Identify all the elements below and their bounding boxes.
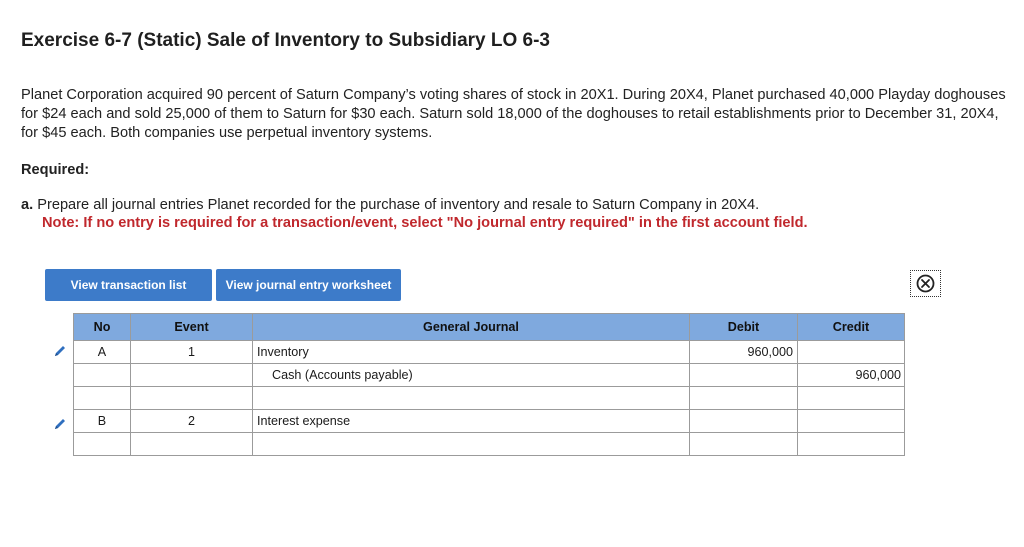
row-event: 2 <box>130 409 253 433</box>
page-title: Exercise 6-7 (Static) Sale of Inventory … <box>21 30 551 51</box>
row-no <box>73 386 131 410</box>
required-label: Required: <box>21 162 90 178</box>
header-no: No <box>73 313 131 341</box>
row-credit[interactable]: 960,000 <box>797 363 905 387</box>
row-account[interactable]: Inventory <box>252 340 690 364</box>
table-row: A 1 Inventory 960,000 <box>73 340 905 364</box>
part-a-instruction: a. Prepare all journal entries Planet re… <box>21 196 1006 215</box>
row-event <box>130 386 253 410</box>
table-row: B 2 Interest expense <box>73 409 905 433</box>
table-row <box>73 432 905 456</box>
row-event <box>130 432 253 456</box>
row-account[interactable] <box>252 386 690 410</box>
row-no: A <box>73 340 131 364</box>
table-row: Cash (Accounts payable) 960,000 <box>73 363 905 387</box>
row-account[interactable]: Cash (Accounts payable) <box>252 363 690 387</box>
problem-text: Planet Corporation acquired 90 percent o… <box>21 87 1006 141</box>
row-debit[interactable]: 960,000 <box>689 340 798 364</box>
row-no: B <box>73 409 131 433</box>
row-event <box>130 363 253 387</box>
view-transaction-list-button[interactable]: View transaction list <box>45 269 212 301</box>
row-debit[interactable] <box>689 363 798 387</box>
part-a-letter: a. <box>21 197 34 213</box>
table-row <box>73 386 905 410</box>
pencil-icon[interactable] <box>53 417 67 431</box>
row-credit[interactable] <box>797 386 905 410</box>
header-general-journal: General Journal <box>252 313 690 341</box>
part-a-note: Note: If no entry is required for a tran… <box>42 215 808 231</box>
header-debit: Debit <box>689 313 798 341</box>
general-journal-table: No Event General Journal Debit Credit A … <box>73 313 905 456</box>
row-account[interactable]: Interest expense <box>252 409 690 433</box>
row-debit[interactable] <box>689 386 798 410</box>
row-credit[interactable] <box>797 432 905 456</box>
row-debit[interactable] <box>689 432 798 456</box>
table-header-row: No Event General Journal Debit Credit <box>73 313 905 341</box>
close-button[interactable] <box>910 270 941 297</box>
view-journal-entry-worksheet-button[interactable]: View journal entry worksheet <box>216 269 401 301</box>
close-circle-icon <box>916 274 935 293</box>
row-account[interactable] <box>252 432 690 456</box>
header-event: Event <box>130 313 253 341</box>
part-a-text: Prepare all journal entries Planet recor… <box>37 197 760 213</box>
pencil-icon[interactable] <box>53 344 67 358</box>
row-no <box>73 432 131 456</box>
row-credit[interactable] <box>797 340 905 364</box>
header-credit: Credit <box>797 313 905 341</box>
row-event: 1 <box>130 340 253 364</box>
row-debit[interactable] <box>689 409 798 433</box>
row-credit[interactable] <box>797 409 905 433</box>
row-no <box>73 363 131 387</box>
